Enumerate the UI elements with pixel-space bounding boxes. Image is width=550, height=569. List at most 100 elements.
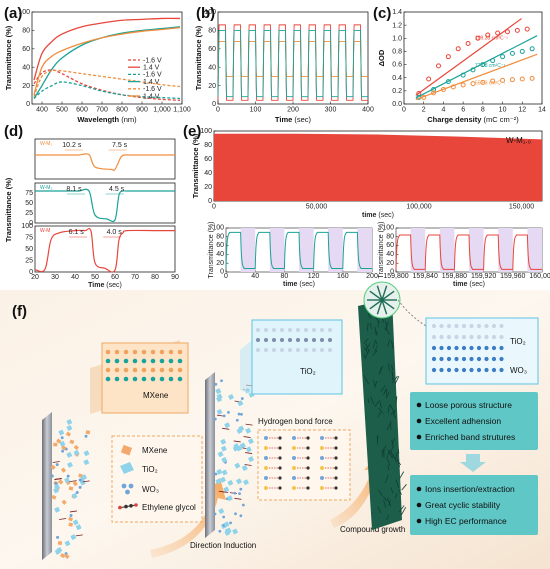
x-tick-label: 50,000 <box>306 204 328 211</box>
y-tick-label: 0.8 <box>392 49 402 56</box>
tio2-particle <box>220 445 227 452</box>
bleaching-band <box>328 228 343 272</box>
ethylene-glycol-molecule <box>244 464 252 466</box>
x-tick-label: 70 <box>131 274 139 281</box>
wo3-atom <box>454 356 459 362</box>
y-tick-label: 20 <box>204 184 212 191</box>
wo3-particle <box>222 515 226 519</box>
down-arrow-icon <box>460 454 486 472</box>
wo3-particle <box>78 478 82 482</box>
hbond-atom <box>292 446 296 450</box>
subplot-frame <box>34 225 176 273</box>
x-tick-label: 150,000 <box>509 204 534 211</box>
ethylene-glycol-molecule <box>233 440 241 443</box>
legend-label: -1.6 V <box>143 72 162 79</box>
y-tick-label: 50 <box>25 246 33 253</box>
nanorod <box>395 396 398 406</box>
series-line <box>217 24 368 101</box>
bleaching-band <box>469 228 484 272</box>
panel-a: (a) 400 500 600 700 800 900 1,000 1,100 0 20 40 60 8… <box>4 5 191 124</box>
tio2-atom <box>280 338 284 342</box>
mxene-atom <box>123 349 129 355</box>
tio2-atom <box>264 338 268 342</box>
tio2-particle <box>247 456 254 463</box>
x-tick-label: 12 <box>518 107 526 114</box>
tio2-particle <box>237 400 244 407</box>
tio2-atom <box>484 334 489 340</box>
hbond-atom <box>306 436 310 440</box>
wo3-particle <box>84 434 88 438</box>
y-tick-label: 0.6 <box>392 62 402 69</box>
nanorod <box>391 364 394 371</box>
data-point <box>509 77 515 83</box>
mxene-atom <box>177 358 183 364</box>
x-tick-label: 600 <box>76 107 88 114</box>
hbond-atom <box>306 476 310 480</box>
tio2-atom <box>499 323 504 329</box>
nanorod <box>397 448 400 454</box>
mxene-flake <box>56 438 62 444</box>
panel-e-lower-right-xlabel: time (sec) <box>453 281 485 288</box>
tio2-atom <box>296 338 300 342</box>
wo3-atom <box>461 356 467 362</box>
slope-annotation: 55.53 cm²C⁻¹ <box>475 80 505 86</box>
data-point <box>519 48 525 54</box>
nanorod <box>382 496 388 502</box>
y-tick-label: 75 <box>25 190 33 197</box>
nanorod <box>380 385 386 392</box>
x-tick-label: 0 <box>216 107 220 114</box>
tio2-particle <box>217 451 224 458</box>
wo3-atom <box>469 345 474 351</box>
wo3-particle <box>238 492 241 496</box>
tio2-callout-connector <box>240 340 252 395</box>
nanorod <box>399 471 405 480</box>
mxene-flake <box>60 467 67 473</box>
hbond-atom <box>334 476 338 480</box>
panel-e-series-label: W-M₁.₀ <box>506 136 531 145</box>
panel-e-lower-left-xlabel-text: time <box>283 281 298 288</box>
data-point <box>485 32 491 38</box>
wo3-atom <box>499 345 504 351</box>
nanostructure-branch <box>381 299 388 315</box>
ethylene-glycol-molecule <box>222 427 230 430</box>
legend-label: -1.6 V <box>143 57 162 64</box>
x-tick-label: 0 <box>224 273 228 280</box>
tio2-atom <box>491 323 497 329</box>
legend-label: -1.6 V <box>143 86 162 93</box>
mxene-atom <box>177 367 183 373</box>
y-tick-label: 25 <box>25 210 33 217</box>
x-tick-label: 160 <box>337 273 349 280</box>
mxene-atom <box>132 349 138 355</box>
panel-f: (f) MXene MXene TiO₂ WO₃ Ethylene glycol… <box>0 281 550 569</box>
tio2-atom <box>256 338 260 342</box>
nanorod <box>387 339 390 347</box>
ethylene-glycol-molecule <box>245 452 253 454</box>
nanorod <box>391 438 396 445</box>
panel-e-lower-left-xlabel-unit: (sec) <box>299 281 315 288</box>
slope-annotation: 77.08 cm²C⁻¹ <box>475 63 505 69</box>
series-line <box>33 26 181 95</box>
panel-a-axes: 400 500 600 700 800 900 1,000 1,100 0 20 40 60 80 100 <box>18 9 191 113</box>
series-line <box>395 234 542 270</box>
tio2-particle <box>64 540 71 547</box>
y-tick-label: 60 <box>208 46 216 53</box>
panel-c-xlabel-unit: (mC cm⁻²) <box>484 115 520 124</box>
wo3-atom <box>446 356 452 362</box>
response-time: 6.1 s <box>69 229 85 236</box>
bullet-1: Loose porous structure <box>425 400 512 410</box>
panel-b-axes: 0 100 200 300 400 0 20 40 60 80 100 <box>204 9 374 113</box>
fit-line <box>415 35 538 99</box>
wo3-particle <box>75 491 79 495</box>
panel-e-lower-right-series <box>395 228 542 272</box>
panel-a-xlabel-unit: (nm) <box>121 115 137 124</box>
wo3-particle <box>220 379 223 383</box>
response-time: 4.0 s <box>107 229 123 236</box>
ethylene-glycol-molecule <box>69 480 77 482</box>
y-tick-label: 80 <box>22 28 30 35</box>
mxene-flake <box>60 553 66 559</box>
wo3-particle <box>61 449 65 453</box>
mxene-icon <box>120 444 133 456</box>
nanostructure-branch <box>381 290 395 301</box>
ethylene-glycol-molecule <box>54 478 62 480</box>
